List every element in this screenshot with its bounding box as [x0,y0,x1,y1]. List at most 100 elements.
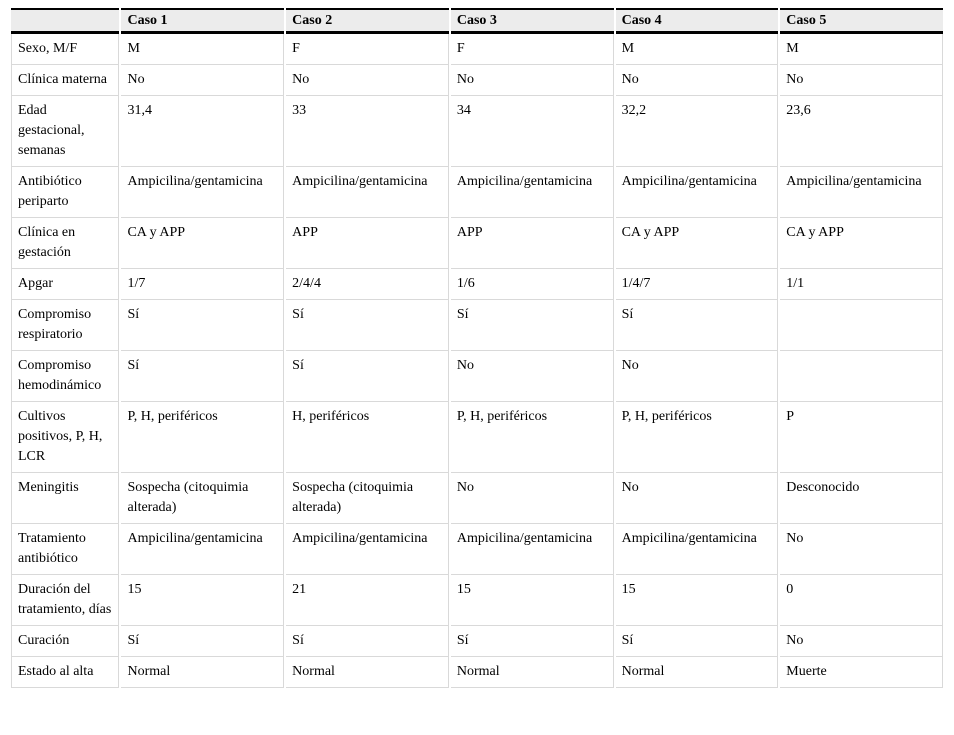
table-row: Edad gestacional, semanas 31,4 33 34 32,2 23,… [11,96,943,167]
data-cell: APP [286,218,449,269]
data-cell: Sí [286,351,449,402]
data-cell: Sí [121,300,285,351]
data-cell [780,351,943,402]
table-row: Apgar 1/7 2/4/4 1/6 1/4/7 1/1 [11,269,943,300]
data-cell: CA y APP [615,218,779,269]
table-row: Estado al alta Normal Normal Normal Normal Mu… [11,657,943,688]
data-cell: P, H, periféricos [121,402,285,473]
data-cell: No [615,473,779,524]
data-cell: Ampicilina/gentamicina [286,167,449,218]
data-cell: No [615,351,779,402]
data-cell: Ampicilina/gentamicina [121,524,285,575]
data-cell: No [780,626,943,657]
data-cell: P, H, periféricos [615,402,779,473]
row-label: Curación [11,626,120,657]
data-cell: 15 [121,575,285,626]
data-cell: Sospecha (citoquimia alterada) [286,473,449,524]
data-cell: No [121,65,285,96]
table-body: Sexo, M/F M F F M M Clínica materna No No No No No E… [11,34,943,688]
data-cell: Sí [450,300,614,351]
data-cell: 34 [450,96,614,167]
table-row: Compromiso respiratorio Sí Sí Sí Sí [11,300,943,351]
data-cell: 21 [286,575,449,626]
data-cell: Normal [286,657,449,688]
clinical-cases-table: Caso 1 Caso 2 Caso 3 Caso 4 Caso 5 Sexo, M/F… [9,8,945,688]
row-label: Antibiótico periparto [11,167,120,218]
data-cell: Ampicilina/gentamicina [121,167,285,218]
data-cell: Sí [286,626,449,657]
data-cell: Desconocido [780,473,943,524]
data-cell: CA y APP [121,218,285,269]
data-cell: Ampicilina/gentamicina [286,524,449,575]
table-row: Curación Sí Sí Sí Sí No [11,626,943,657]
data-cell: M [780,34,943,65]
header-cell: Caso 1 [121,8,285,34]
table-row: Meningitis Sospecha (citoquimia alterada)… [11,473,943,524]
row-label: Compromiso respiratorio [11,300,120,351]
data-cell: No [450,351,614,402]
data-cell: Muerte [780,657,943,688]
data-cell: 1/7 [121,269,285,300]
row-label: Tratamiento antibiótico [11,524,120,575]
data-cell: 0 [780,575,943,626]
row-label: Meningitis [11,473,120,524]
data-cell: 33 [286,96,449,167]
data-cell: 15 [615,575,779,626]
data-cell: F [286,34,449,65]
data-cell: Normal [121,657,285,688]
header-row: Caso 1 Caso 2 Caso 3 Caso 4 Caso 5 [11,8,943,34]
data-cell: 1/4/7 [615,269,779,300]
data-cell: 23,6 [780,96,943,167]
data-cell: 1/1 [780,269,943,300]
data-cell: APP [450,218,614,269]
table-row: Compromiso hemodinámico Sí Sí No No [11,351,943,402]
data-cell: Sí [286,300,449,351]
header-cell: Caso 2 [286,8,449,34]
data-cell: H, periféricos [286,402,449,473]
data-cell: 31,4 [121,96,285,167]
data-cell: Ampicilina/gentamicina [450,524,614,575]
row-label: Compromiso hemodinámico [11,351,120,402]
row-label: Sexo, M/F [11,34,120,65]
data-cell: P [780,402,943,473]
data-cell: Sí [450,626,614,657]
data-cell: 2/4/4 [286,269,449,300]
header-cell-empty [11,8,120,34]
header-cell: Caso 4 [615,8,779,34]
data-cell: Sí [615,300,779,351]
data-cell: No [450,473,614,524]
data-cell: No [286,65,449,96]
data-cell: P, H, periféricos [450,402,614,473]
data-cell: No [780,65,943,96]
table-row: Duración del tratamiento, días 15 21 15 15 0 [11,575,943,626]
data-cell: 1/6 [450,269,614,300]
table-row: Clínica materna No No No No No [11,65,943,96]
table-row: Sexo, M/F M F F M M [11,34,943,65]
data-cell: Ampicilina/gentamicina [615,167,779,218]
data-cell: Normal [615,657,779,688]
table-row: Cultivos positivos, P, H, LCR P, H, perif… [11,402,943,473]
row-label: Estado al alta [11,657,120,688]
data-cell: No [615,65,779,96]
data-cell: Sí [121,351,285,402]
row-label: Duración del tratamiento, días [11,575,120,626]
table-row: Tratamiento antibiótico Ampicilina/gentam… [11,524,943,575]
row-label: Clínica en gestación [11,218,120,269]
header-cell: Caso 5 [780,8,943,34]
data-cell: Sí [121,626,285,657]
data-cell: Sí [615,626,779,657]
data-cell: Ampicilina/gentamicina [615,524,779,575]
row-label: Apgar [11,269,120,300]
data-cell: CA y APP [780,218,943,269]
table-row: Antibiótico periparto Ampicilina/gentamic… [11,167,943,218]
data-cell: 15 [450,575,614,626]
row-label: Clínica materna [11,65,120,96]
table-row: Clínica en gestación CA y APP APP APP CA y A… [11,218,943,269]
row-label: Cultivos positivos, P, H, LCR [11,402,120,473]
data-cell: Sospecha (citoquimia alterada) [121,473,285,524]
header-cell: Caso 3 [450,8,614,34]
data-cell: No [450,65,614,96]
data-cell: M [121,34,285,65]
data-cell: No [780,524,943,575]
row-label: Edad gestacional, semanas [11,96,120,167]
